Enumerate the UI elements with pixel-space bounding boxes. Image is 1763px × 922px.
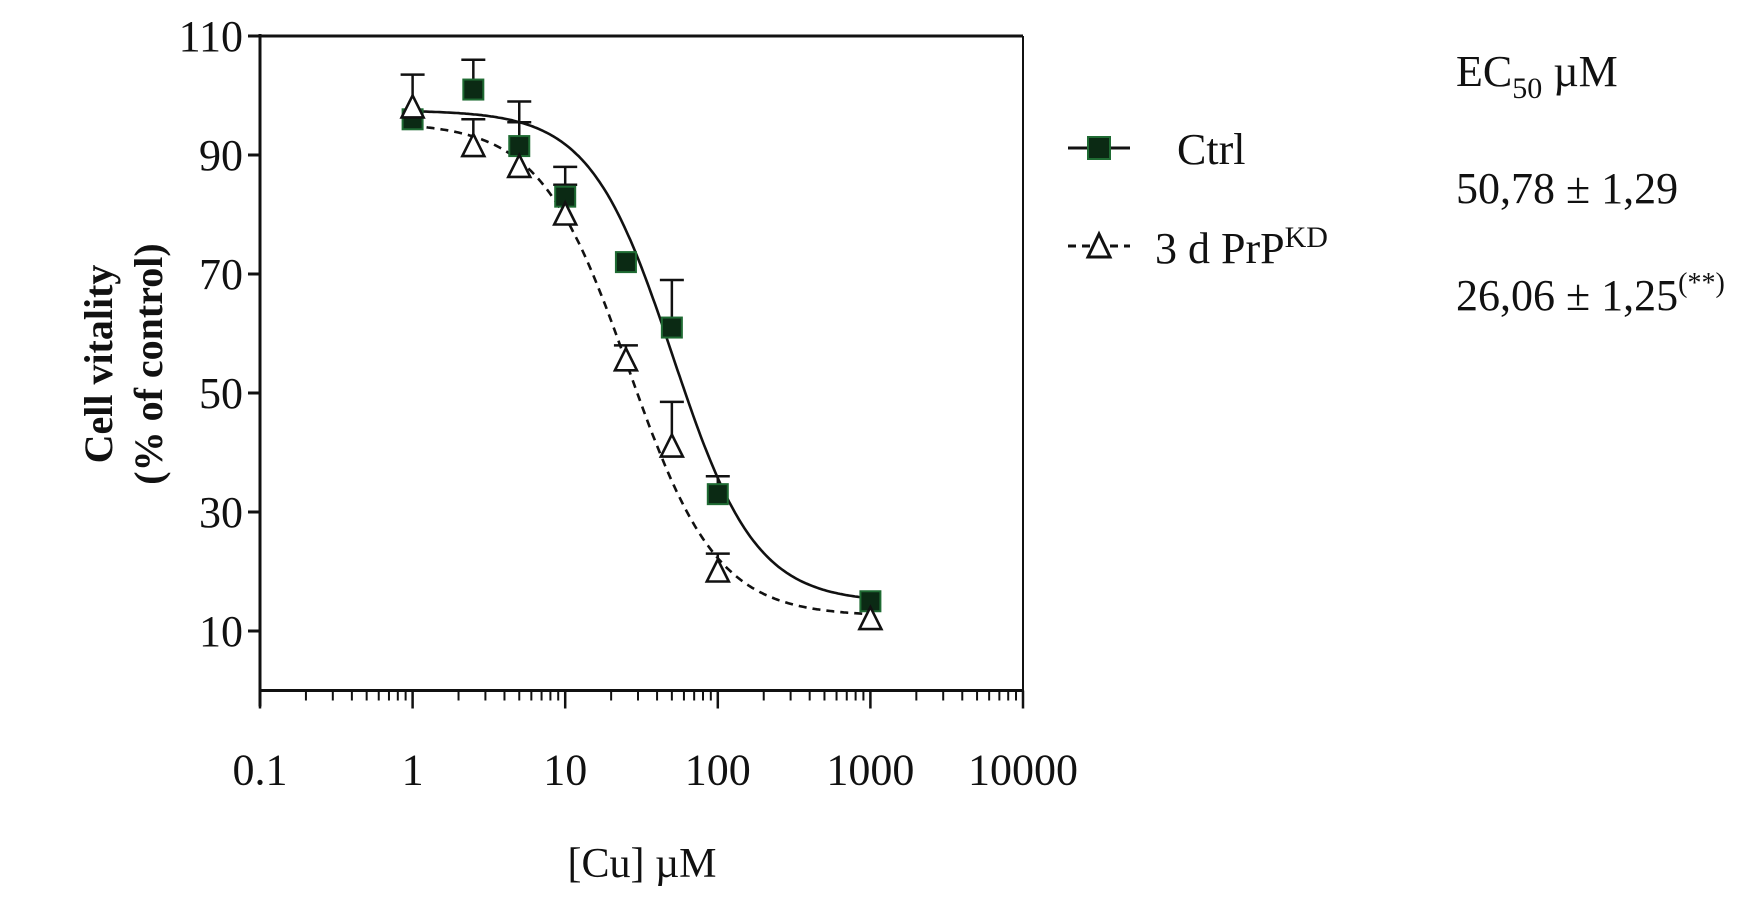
ctrl-data-point <box>706 483 729 506</box>
prp-data-point <box>460 131 487 158</box>
y-axis-title-line1: Cell vitality <box>76 265 121 464</box>
prp-fit-curve <box>412 124 871 616</box>
y-tick-label: 110 <box>179 12 243 61</box>
x-axis-title: [Cu] µM <box>567 841 716 887</box>
ec50-header: EC50 µM <box>1456 47 1618 105</box>
legend-prp-label: 3 d PrPKD <box>1155 221 1328 273</box>
y-axis-title-line2: (% of control) <box>126 243 171 484</box>
x-tick-label: 1000 <box>826 746 914 795</box>
ctrl-data-point <box>660 316 683 339</box>
plot-frame <box>260 34 1024 691</box>
y-axis: 10 30 50 70 90 110 <box>179 12 262 707</box>
x-tick-label: 100 <box>685 746 751 795</box>
prp-data-point <box>399 92 426 119</box>
y-tick-label: 50 <box>199 369 243 418</box>
legend-item-prp: 3 d PrPKD <box>1068 221 1328 273</box>
ctrl-fit-curve <box>412 110 871 600</box>
prp-data-point <box>857 604 884 631</box>
y-tick-label: 70 <box>199 250 243 299</box>
error-bars <box>400 58 730 572</box>
ec50-annotation: EC50 µM 50,78 ± 1,29 26,06 ± 1,25(**) <box>1456 47 1725 320</box>
x-tick-label: 1 <box>402 746 424 795</box>
x-tick-label: 10000 <box>968 746 1078 795</box>
open-triangle-marker-icon <box>1085 230 1113 259</box>
legend-item-ctrl: Ctrl <box>1068 125 1245 174</box>
ctrl-data-point <box>614 251 637 274</box>
x-tick-label: 10 <box>543 746 587 795</box>
x-tick-label: 0.1 <box>233 746 288 795</box>
legend: Ctrl 3 d PrPKD <box>1068 125 1328 273</box>
y-tick-label: 90 <box>199 131 243 180</box>
y-tick-label: 30 <box>199 488 243 537</box>
ec50-ctrl-value: 50,78 ± 1,29 <box>1456 164 1678 213</box>
x-axis: 0.1 1 10 100 1000 10000 <box>233 689 1078 795</box>
prp-data-point <box>506 151 533 179</box>
prp-data-point <box>612 345 640 372</box>
fit-curves <box>412 110 871 616</box>
data-markers <box>399 78 884 631</box>
prp-data-point <box>658 431 685 458</box>
prp-data-point <box>704 556 731 583</box>
legend-ctrl-label: Ctrl <box>1177 125 1245 174</box>
ctrl-data-point <box>462 78 485 101</box>
prp-data-point <box>552 199 579 226</box>
y-axis-title: Cell vitality (% of control) <box>76 243 171 484</box>
y-tick-label: 10 <box>199 607 243 656</box>
ec50-prp-value: 26,06 ± 1,25(**) <box>1456 268 1725 320</box>
filled-square-marker-icon <box>1087 136 1111 160</box>
